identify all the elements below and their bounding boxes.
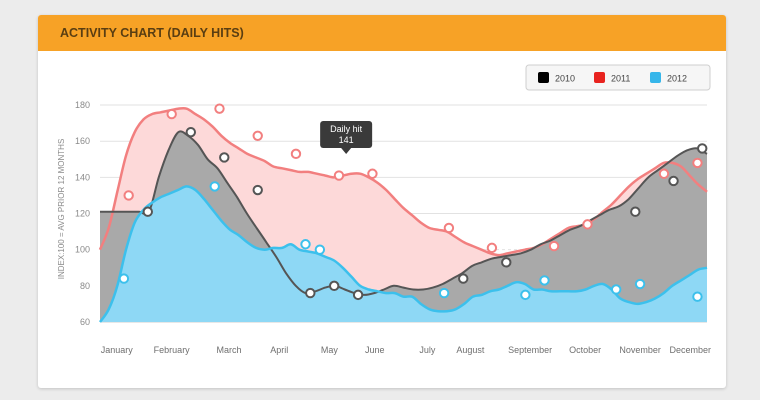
series-2010-point [185,126,197,138]
x-tick-label: May [321,345,339,355]
series-2010-point [328,280,340,292]
x-tick-label: February [154,345,191,355]
x-tick-label: October [569,345,601,355]
series-2012-point [314,244,326,255]
legend-label-2012: 2012 [667,74,687,84]
series-2012-point [692,291,703,302]
series-2010-line [99,130,708,296]
series-2012-point [118,273,130,284]
activity-chart: 60 80 100 120 140 160 180 INDEX:100 = AVG PRIOR… [57,64,712,355]
x-tick-label: March [217,345,242,355]
legend-swatch-2010 [538,72,549,83]
series-2010-point [630,206,641,217]
tooltip-value: 141 [339,135,354,145]
legend-label-2010: 2010 [555,74,575,84]
series-2011-point [252,130,263,141]
series-2012-point [438,287,450,299]
series-2011-point [214,103,225,114]
x-tick-label: June [365,345,385,355]
x-tick-label: November [619,345,661,355]
x-tick-label: January [101,345,134,355]
series-2010-point [252,184,263,196]
series-2010-point [501,257,512,268]
x-tick-label: December [670,345,712,355]
series-2011-point [692,157,703,169]
series-2010-point [305,287,316,299]
series-2011-point [548,240,560,252]
series-2011-point [123,190,134,201]
tooltip-pointer [341,148,352,154]
tooltip-title: Daily hit [330,124,363,134]
y-tick-label: 60 [80,317,90,327]
chart-area: 60 80 100 120 140 160 180 INDEX:100 = AVG PRIOR… [38,51,726,388]
y-tick-label: 120 [75,209,90,219]
y-tick-label: 140 [75,172,90,182]
series-2011-point [443,222,455,234]
series-2010-point [697,143,708,154]
chart-title: ACTIVITY CHART (DAILY HITS) [60,26,244,40]
series-2010-point [352,289,364,301]
tooltip-box [320,121,373,148]
series-2012-point [520,289,531,301]
x-tick-label: September [508,345,552,355]
legend-box [525,64,711,91]
y-tick-label: 80 [80,281,90,291]
y-axis-label: INDEX:100 = AVG PRIOR 12 MONTHS [57,139,66,280]
series-2010-point [219,152,230,163]
series-2011-point [290,148,302,160]
series-2011-point [486,242,498,254]
y-tick-label: 100 [75,245,90,255]
series-2010-point [142,206,153,217]
series-2012-point [300,239,311,250]
x-tick-label: April [270,345,288,355]
series-2011-point [166,108,177,120]
series-2012-point [539,275,550,286]
x-tick-label: August [456,345,485,355]
series-2011-line [98,106,708,257]
y-tick-label: 180 [75,100,90,110]
series-2011-point [658,168,670,179]
chart-card: ACTIVITY CHART (DAILY HITS) 60 80 100 120 14… [38,15,726,388]
series-2011-point [582,219,593,230]
legend-swatch-2012 [650,72,661,83]
series-2010-point [668,175,679,187]
card-header: ACTIVITY CHART (DAILY HITS) [38,15,726,51]
legend-label-2011: 2011 [611,74,630,84]
series-2012-line [98,185,708,323]
series-2012-point [610,284,622,295]
legend-swatch-2011 [594,72,605,83]
x-tick-label: July [419,345,436,355]
y-tick-label: 160 [75,136,90,146]
series-2011-point [333,170,345,181]
series-2012-area [100,186,707,322]
series-2012-point [634,278,646,290]
series-2010-point [458,273,469,284]
series-2012-point [209,181,220,192]
series-2011-point [367,168,378,179]
